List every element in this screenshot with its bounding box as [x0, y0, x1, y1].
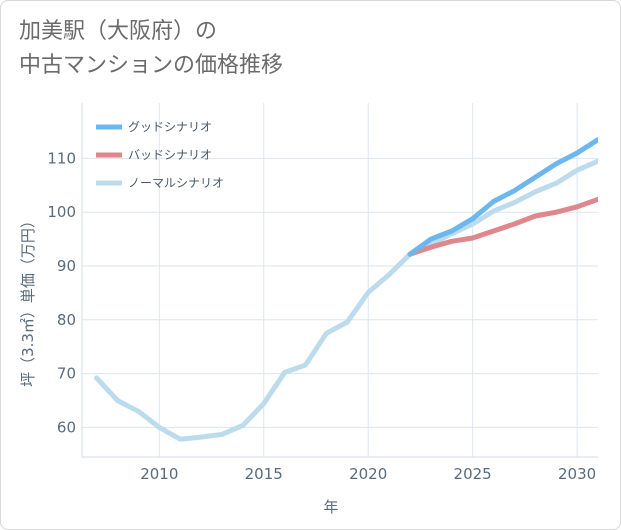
series-layer [94, 137, 598, 442]
legend-label-good: グッドシナリオ [128, 120, 212, 134]
y-tick-100: 100 [47, 203, 76, 221]
title-line-1: 加美駅（大阪府）の [19, 19, 218, 44]
legend-label-bad: バッドシナリオ [128, 148, 212, 162]
x-axis-label: 年 [323, 498, 338, 516]
series-line-good [407, 137, 598, 257]
x-tick-2020: 2020 [349, 465, 387, 483]
gridlines [82, 103, 598, 457]
y-tick-90: 90 [57, 257, 76, 275]
y-tick-80: 80 [57, 311, 76, 329]
tick-labels: 2010 2015 2020 2025 2030 60 70 80 90 100 110 [47, 149, 596, 483]
y-tick-110: 110 [47, 149, 76, 167]
x-tick-2030: 2030 [558, 465, 596, 483]
y-axis-label: 坪（3.3㎡）単価（万円） [19, 213, 37, 387]
x-tick-2010: 2010 [140, 465, 178, 483]
x-tick-2015: 2015 [245, 465, 283, 483]
y-tick-70: 70 [57, 365, 76, 383]
chart-title: 加美駅（大阪府）の 中古マンションの価格推移 [19, 15, 283, 83]
legend-label-normal: ノーマルシナリオ [128, 176, 224, 190]
title-line-2: 中古マンションの価格推移 [19, 53, 284, 78]
series-line-normal [94, 158, 598, 442]
x-tick-2025: 2025 [454, 465, 492, 483]
y-tick-60: 60 [57, 418, 76, 436]
series-line-bad [407, 196, 598, 257]
